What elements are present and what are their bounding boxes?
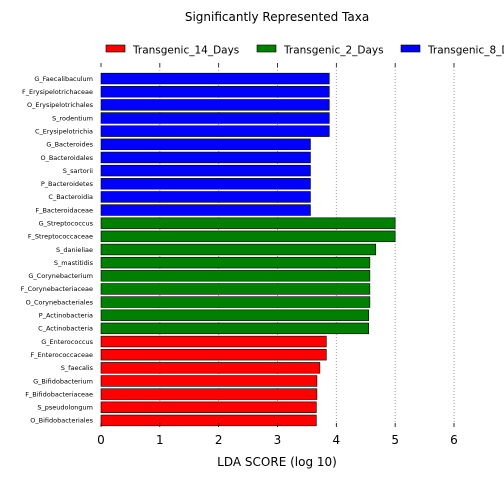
category-label: F_Streptococcaceae [28, 233, 93, 241]
x-tick-label: 4 [333, 433, 341, 447]
bar [100, 270, 371, 282]
category-label: P_Actinobacteria [39, 312, 93, 320]
bar [100, 348, 327, 361]
x-ticks: 0 1 2 3 4 5 6 [97, 63, 458, 447]
bar [100, 388, 318, 400]
bars [100, 72, 396, 427]
category-label: S_mastitidis [54, 259, 94, 267]
bar [100, 99, 330, 111]
category-label: G_Bacteroides [46, 141, 93, 149]
bar [100, 138, 311, 151]
x-tick-label: 0 [97, 433, 105, 447]
bar [100, 230, 396, 243]
x-tick-label: 6 [450, 433, 458, 447]
category-label: S_faecalis [61, 364, 94, 372]
legend: Transgenic_14_Days Transgenic_2_Days Trans… [105, 44, 504, 57]
category-label: S_sartorii [63, 167, 93, 175]
legend-label: Transgenic_8_D [427, 45, 504, 57]
legend-swatch [256, 44, 277, 53]
category-label: O_Corynebacteriales [26, 298, 94, 306]
bar [100, 164, 311, 177]
bar [100, 217, 396, 229]
category-label: C_Bacteroidia [48, 193, 93, 201]
bar [100, 125, 330, 137]
category-label: O_Bifidobacteriales [30, 417, 93, 425]
category-label: F_Bifidobacteriaceae [25, 390, 93, 398]
category-label: C_Actinobacteria [38, 325, 93, 333]
bar [100, 204, 311, 216]
category-label: G_Bifidobacterium [33, 377, 93, 385]
category-label: C_Erysipelotrichia [35, 127, 93, 135]
category-label: O_Erysipelotrichales [27, 101, 94, 109]
category-label: G_Streptococcus [39, 220, 94, 228]
bar [100, 362, 321, 374]
category-label: F_Corynebacteriaceae [21, 285, 93, 293]
x-tick-label: 3 [274, 433, 282, 447]
x-axis-label: LDA SCORE (log 10) [217, 455, 337, 469]
bar [100, 178, 311, 190]
bar [100, 283, 371, 295]
bar [100, 256, 371, 269]
chart-title: Significantly Represented Taxa [185, 10, 369, 24]
category-label: S_danieliae [56, 246, 93, 254]
legend-swatch [105, 44, 126, 53]
bar [100, 112, 330, 124]
bar [100, 401, 317, 413]
bar [100, 151, 311, 164]
x-tick-label: 5 [391, 433, 399, 447]
x-tick-label: 2 [215, 433, 223, 447]
bar [100, 335, 327, 348]
bar [100, 243, 377, 256]
bar [100, 86, 330, 98]
category-label: G_Faecalibaculum [34, 75, 93, 83]
category-label: P_Bacteroidetes [41, 180, 94, 188]
category-label: F_Erysipelotrichaceae [22, 88, 93, 96]
category-label: G_Enterococcus [41, 338, 93, 346]
category-label: S_rodentium [52, 114, 93, 122]
category-label: S_pseudolongum [37, 404, 93, 412]
category-label: G_Corynebacterium [28, 272, 93, 280]
category-label: F_Bacteroidaceae [35, 206, 93, 214]
bar [100, 191, 311, 203]
x-tick-label: 1 [156, 433, 164, 447]
legend-label: Transgenic_14_Days [132, 45, 239, 57]
legend-label: Transgenic_2_Days [283, 45, 384, 57]
legend-swatch [400, 44, 421, 53]
bar [100, 296, 371, 308]
bar [100, 72, 330, 85]
bar [100, 375, 318, 387]
category-label: O_Bacteroidales [40, 154, 93, 162]
bar [100, 309, 369, 321]
category-labels: G_Faecalibaculum F_Erysipelotrichaceae O_E… [21, 75, 94, 425]
bar [100, 322, 369, 335]
category-label: F_Enterococcaceae [30, 351, 93, 359]
bar [100, 414, 317, 427]
